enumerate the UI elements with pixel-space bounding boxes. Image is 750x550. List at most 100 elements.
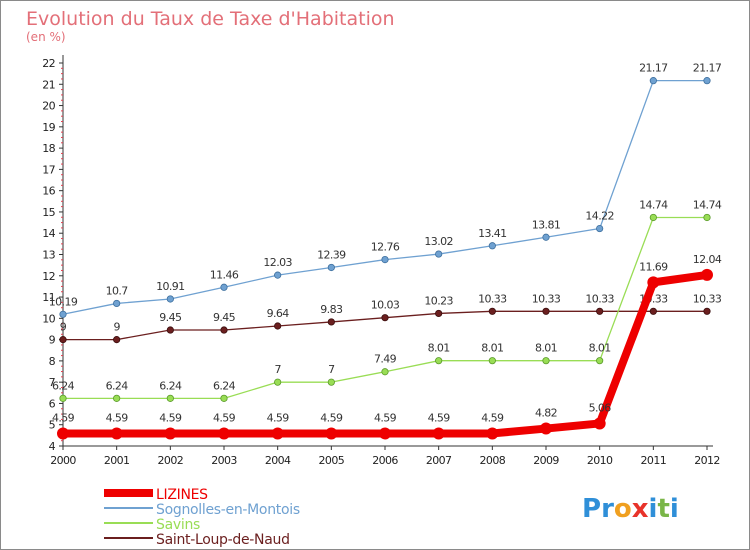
data-point xyxy=(703,307,711,315)
data-point xyxy=(701,268,713,281)
data-label: 21.17 xyxy=(639,62,668,75)
data-label: 4.59 xyxy=(267,411,290,424)
chart-title: Evolution du Taux de Taxe d'Habitation xyxy=(26,8,395,30)
data-point xyxy=(381,368,389,376)
data-point xyxy=(488,307,496,315)
data-point xyxy=(59,310,67,318)
data-label: 9.83 xyxy=(320,303,343,316)
data-label: 10.19 xyxy=(49,295,78,308)
data-point xyxy=(542,357,550,365)
data-label: 5.06 xyxy=(589,401,612,414)
data-label: 14.74 xyxy=(693,198,722,211)
data-label: 10.33 xyxy=(532,292,561,305)
data-label: 7 xyxy=(274,363,281,376)
data-point xyxy=(649,213,657,222)
x-tick-label: 2006 xyxy=(372,454,398,467)
logo-letter: i xyxy=(649,494,658,524)
data-point xyxy=(271,427,284,440)
data-point xyxy=(220,283,228,291)
y-tick-label: 17 xyxy=(42,163,55,176)
y-tick-label: 8 xyxy=(49,355,56,368)
data-label: 10.33 xyxy=(693,292,722,305)
data-label: 4.59 xyxy=(52,411,75,424)
y-tick-label: 12 xyxy=(42,270,55,283)
data-label: 10.91 xyxy=(156,280,185,293)
data-point xyxy=(218,427,230,440)
logo-letter: i xyxy=(670,494,679,524)
data-label: 12.03 xyxy=(263,256,292,269)
data-label: 4.59 xyxy=(106,411,129,424)
y-tick-label: 9 xyxy=(49,334,56,347)
data-point xyxy=(542,233,550,241)
data-label: 6.24 xyxy=(106,379,129,392)
data-point xyxy=(435,309,443,318)
data-label: 11.69 xyxy=(639,260,668,273)
data-label: 10.23 xyxy=(424,294,453,307)
data-point xyxy=(596,224,604,233)
x-tick-label: 2004 xyxy=(265,454,291,467)
data-point xyxy=(379,427,391,440)
data-label: 9 xyxy=(60,321,67,334)
x-tick-label: 2009 xyxy=(533,454,559,467)
y-tick-label: 15 xyxy=(42,206,55,219)
y-tick-label: 22 xyxy=(42,57,55,70)
y-tick-label: 21 xyxy=(42,78,55,91)
series-group: 10.19 10.7 10.91 11.46 12.03 12.39 12.76 13.02 1… xyxy=(49,62,722,440)
data-point xyxy=(59,336,67,344)
x-tick-label: 2001 xyxy=(104,454,130,467)
data-point xyxy=(220,394,228,402)
x-tick-label: 2008 xyxy=(480,454,506,467)
data-label: 6.24 xyxy=(159,379,182,392)
data-label: 21.17 xyxy=(693,62,722,75)
y-tick-label: 18 xyxy=(42,142,55,155)
data-label: 10.33 xyxy=(585,292,614,305)
data-point xyxy=(325,427,338,440)
data-point xyxy=(596,307,604,315)
data-point xyxy=(327,263,335,272)
logo-letter: x xyxy=(632,494,649,524)
series-sognolles-en-montois: 10.19 10.7 10.91 11.46 12.03 12.39 12.76 13.02 1… xyxy=(49,62,722,318)
data-point xyxy=(540,422,552,435)
data-point xyxy=(703,213,711,222)
y-tick-label: 4 xyxy=(49,440,56,453)
data-point xyxy=(164,427,177,440)
data-label: 13.41 xyxy=(478,227,507,240)
data-point xyxy=(593,417,606,430)
x-tick-label: 2002 xyxy=(158,454,184,467)
y-tick-label: 19 xyxy=(42,121,55,134)
data-label: 4.82 xyxy=(535,407,557,420)
logo-letter: r xyxy=(601,494,614,524)
data-label: 11.46 xyxy=(210,268,239,281)
data-point xyxy=(166,295,174,303)
data-point xyxy=(166,394,174,402)
data-label: 12.39 xyxy=(317,248,346,261)
data-point xyxy=(381,314,389,322)
data-point xyxy=(488,357,496,365)
data-label: 12.04 xyxy=(693,253,722,266)
data-point xyxy=(435,250,443,258)
y-tick-label: 20 xyxy=(42,100,55,113)
y-tick-label: 7 xyxy=(49,376,56,389)
data-point xyxy=(110,427,123,440)
data-label: 7.49 xyxy=(374,353,397,366)
legend-label: Saint-Loup-de-Naud xyxy=(156,532,290,548)
data-point xyxy=(274,322,282,330)
data-label: 4.59 xyxy=(213,411,236,424)
data-label: 9 xyxy=(113,321,120,334)
x-tick-label: 2000 xyxy=(50,454,76,467)
data-label: 14.74 xyxy=(639,198,668,211)
data-label: 4.59 xyxy=(374,411,397,424)
logo-letter: o xyxy=(614,494,632,524)
data-point xyxy=(486,427,499,440)
data-point xyxy=(435,357,443,365)
data-label: 4.59 xyxy=(481,411,504,424)
data-label: 9.45 xyxy=(213,311,236,324)
data-label: 8.01 xyxy=(428,342,450,355)
data-point xyxy=(113,299,121,308)
legend-label: Sognolles-en-Montois xyxy=(156,502,300,518)
data-point xyxy=(59,394,67,402)
y-tick-label: 5 xyxy=(49,419,56,432)
data-label: 12.76 xyxy=(371,241,400,254)
data-label: 9.45 xyxy=(159,311,182,324)
